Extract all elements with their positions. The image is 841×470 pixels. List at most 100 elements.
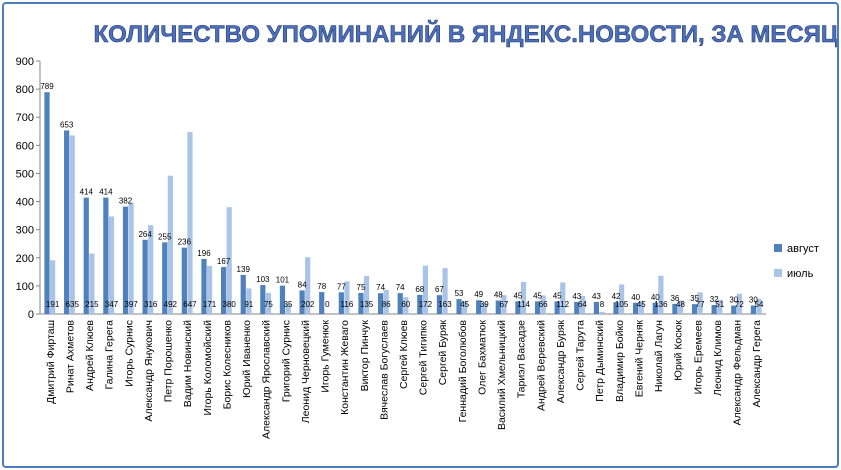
data-label-july: 202 — [301, 300, 315, 309]
category-label: Александр Янукович — [143, 320, 155, 422]
bar-august — [103, 197, 109, 314]
data-label-july: 45 — [637, 300, 646, 309]
category-label: Игорь Сурнис — [123, 320, 135, 387]
data-label-july: 397 — [124, 300, 138, 309]
category-label: Сергей Клюев — [398, 320, 410, 389]
bar-july — [658, 275, 664, 314]
bar-july — [128, 202, 134, 314]
bar-july — [520, 281, 527, 314]
data-label-august: 45 — [513, 291, 522, 300]
category-label: Ринат Ахметов — [64, 320, 76, 393]
data-label-august: 139 — [237, 265, 251, 274]
bar-july — [756, 298, 762, 314]
category-label: Александр Буряк — [555, 320, 567, 404]
data-label-july: 647 — [183, 300, 197, 309]
bar-august — [476, 300, 482, 314]
bar-july — [677, 300, 684, 314]
data-label-july: 114 — [517, 300, 530, 309]
data-label-august: 74 — [376, 283, 385, 292]
chart-title: КОЛИЧЕСТВО УПОМИНАНИЙ В ЯНДЕКС.НОВОСТИ, … — [94, 20, 837, 48]
category-label: Николай Лагун — [653, 320, 665, 392]
bar-july — [89, 253, 95, 314]
data-label-july: 67 — [499, 300, 508, 309]
data-label-july: 112 — [556, 300, 569, 309]
bar-july — [462, 301, 468, 314]
category-label: Андрей Веревский — [535, 320, 547, 411]
bar-august — [64, 130, 70, 314]
bar-july — [501, 295, 507, 314]
data-label-july: 51 — [715, 300, 724, 309]
category-label: Сергей Тигипко — [418, 320, 430, 395]
bar-august — [142, 239, 148, 314]
bar-july — [619, 284, 625, 314]
data-label-august: 48 — [494, 291, 503, 300]
data-label-july: 66 — [539, 300, 548, 309]
bar-july — [422, 265, 429, 314]
bar-august — [495, 300, 501, 314]
bar-august — [633, 302, 639, 314]
bar-july — [305, 257, 311, 314]
bar-august — [162, 242, 168, 314]
bar-august — [574, 301, 580, 314]
data-labels: 7891916536354142154143473823972643162554… — [40, 82, 764, 309]
category-label: Игорь Еремеев — [692, 320, 704, 395]
data-label-july: 75 — [264, 300, 273, 309]
data-label-august: 653 — [60, 120, 74, 129]
bar-august — [417, 294, 423, 314]
data-label-august: 84 — [298, 280, 307, 289]
bar-july — [363, 276, 370, 314]
category-label: Андрей Клюев — [84, 320, 96, 391]
data-label-august: 43 — [572, 292, 581, 301]
bar-july — [50, 260, 56, 314]
data-label-july: 492 — [164, 300, 178, 309]
data-label-august: 103 — [256, 275, 270, 284]
y-tick-label: 400 — [16, 197, 34, 209]
data-label-july: 172 — [419, 300, 433, 309]
data-label-july: 72 — [735, 300, 744, 309]
bar-august — [515, 301, 521, 314]
data-label-august: 40 — [651, 293, 660, 302]
data-label-august: 68 — [415, 285, 424, 294]
data-label-july: 77 — [696, 300, 705, 309]
category-label: Дмитрий Фирташ — [45, 320, 57, 404]
category-label: Александр Ярославский — [261, 320, 273, 439]
bar-august — [593, 301, 600, 314]
category-label: Галина Герега — [104, 320, 116, 390]
category-label: Леонид Климов — [712, 320, 724, 396]
data-label-august: 42 — [612, 292, 621, 301]
y-tick-label: 200 — [16, 253, 34, 265]
category-label: Василий Хмельницкий — [496, 320, 508, 430]
data-label-august: 78 — [317, 282, 326, 291]
bar-july — [717, 299, 723, 314]
bar-july — [599, 311, 605, 314]
data-label-august: 30 — [729, 296, 738, 305]
bar-august — [358, 292, 364, 314]
data-label-august: 414 — [99, 188, 113, 197]
bar-july — [344, 281, 350, 314]
bar-august — [613, 302, 619, 314]
bar-july — [285, 304, 291, 314]
data-label-august: 32 — [710, 295, 719, 304]
category-label: Юрий Косюк — [673, 320, 685, 381]
legend: август июль — [774, 243, 819, 280]
data-label-july: 64 — [578, 300, 587, 309]
bar-july — [246, 288, 252, 314]
category-label: Геннадий Боголюбов — [457, 320, 469, 423]
category-label: Вячеслав Богуслаев — [378, 320, 390, 420]
y-tick-label: 0 — [28, 309, 34, 321]
data-label-august: 382 — [119, 197, 133, 206]
category-label: Игорь Коломойский — [202, 320, 214, 416]
data-label-august: 236 — [178, 238, 192, 247]
category-label: Сергей Буряк — [437, 320, 449, 386]
data-label-july: 8 — [600, 300, 605, 309]
category-label: Евгений Черняк — [633, 320, 645, 398]
bar-august — [201, 258, 207, 314]
bar-august — [711, 305, 717, 314]
category-label: Игорь Гуменюк — [320, 320, 332, 393]
y-tick-label: 900 — [16, 56, 34, 68]
data-label-august: 30 — [749, 296, 758, 305]
category-label: Григорий Сурнис — [280, 320, 292, 402]
data-label-july: 136 — [654, 300, 668, 309]
data-label-august: 264 — [138, 230, 152, 239]
